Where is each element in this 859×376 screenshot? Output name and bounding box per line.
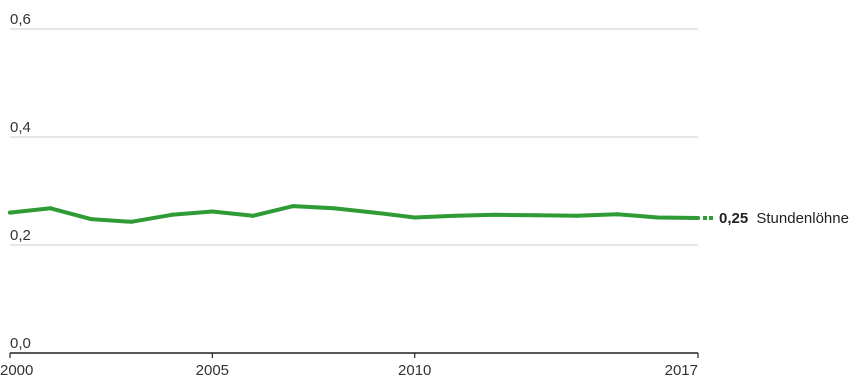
x-tick-label: 2000 — [0, 362, 33, 376]
data-point — [534, 213, 539, 218]
data-point — [291, 204, 296, 209]
end-label: 0,25 Stundenlöhne — [703, 210, 849, 227]
data-point — [169, 212, 174, 217]
series-end-value: 0,25 — [719, 210, 748, 227]
series-group — [8, 204, 700, 224]
data-point — [372, 210, 377, 215]
y-tick-label: 0,6 — [10, 11, 31, 28]
series-line — [8, 204, 700, 224]
data-point — [210, 209, 215, 214]
data-point — [48, 206, 53, 211]
x-tick-label: 2005 — [196, 362, 229, 376]
x-tick-label: 2017 — [665, 362, 698, 376]
data-point — [88, 217, 93, 222]
y-tick-label: 0,2 — [10, 227, 31, 244]
series-end-label: 0,25 Stundenlöhne — [719, 210, 849, 227]
y-tick-label: 0,0 — [10, 335, 31, 352]
gridlines — [10, 28, 698, 246]
data-point — [129, 219, 134, 224]
data-point — [696, 216, 700, 220]
data-point — [8, 210, 12, 215]
data-point — [615, 212, 620, 217]
y-tick-label: 0,4 — [10, 119, 31, 136]
series-end-name: Stundenlöhne — [756, 210, 849, 227]
y-axis-ticks: 0,0 0,2 0,4 0,6 — [10, 11, 31, 352]
data-point — [331, 206, 336, 211]
data-point — [453, 213, 458, 218]
x-tick-label: 2010 — [398, 362, 431, 376]
data-point — [655, 215, 660, 220]
data-point — [493, 212, 498, 217]
x-axis: 2000 2005 2010 2017 — [0, 352, 699, 376]
data-point — [412, 215, 417, 220]
data-point — [574, 213, 579, 218]
data-point — [250, 213, 255, 218]
